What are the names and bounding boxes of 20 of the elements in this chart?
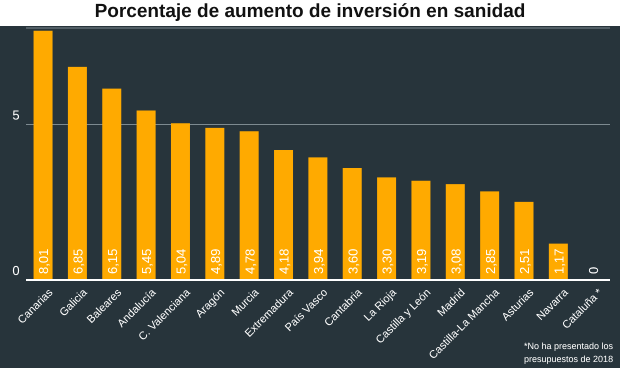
data-label: 8,01 bbox=[36, 248, 52, 274]
data-label: 3,94 bbox=[311, 248, 326, 274]
data-label: 2,51 bbox=[517, 248, 532, 274]
data-label: 4,89 bbox=[208, 248, 223, 274]
data-label: 3,19 bbox=[414, 248, 430, 274]
y-tick-label: 5 bbox=[12, 107, 20, 122]
data-label: 4,18 bbox=[276, 248, 292, 274]
data-label: 6,15 bbox=[104, 248, 120, 274]
data-label: 0 bbox=[586, 266, 601, 274]
chart-title: Porcentaje de aumento de inversión en sanidad bbox=[94, 0, 526, 24]
data-label: 3,60 bbox=[345, 248, 360, 274]
data-label: 2,85 bbox=[482, 248, 498, 274]
data-label: 4,78 bbox=[242, 248, 258, 274]
text: *No ha presentado los presupuestos de 2018 bbox=[524, 340, 614, 366]
data-label: 6,85 bbox=[70, 248, 86, 274]
data-label: 5,04 bbox=[174, 248, 189, 274]
data-label: 3,08 bbox=[448, 248, 464, 274]
data-label: 1,17 bbox=[551, 248, 566, 274]
data-label: 3,30 bbox=[380, 248, 395, 274]
data-label: 5,45 bbox=[139, 248, 154, 274]
